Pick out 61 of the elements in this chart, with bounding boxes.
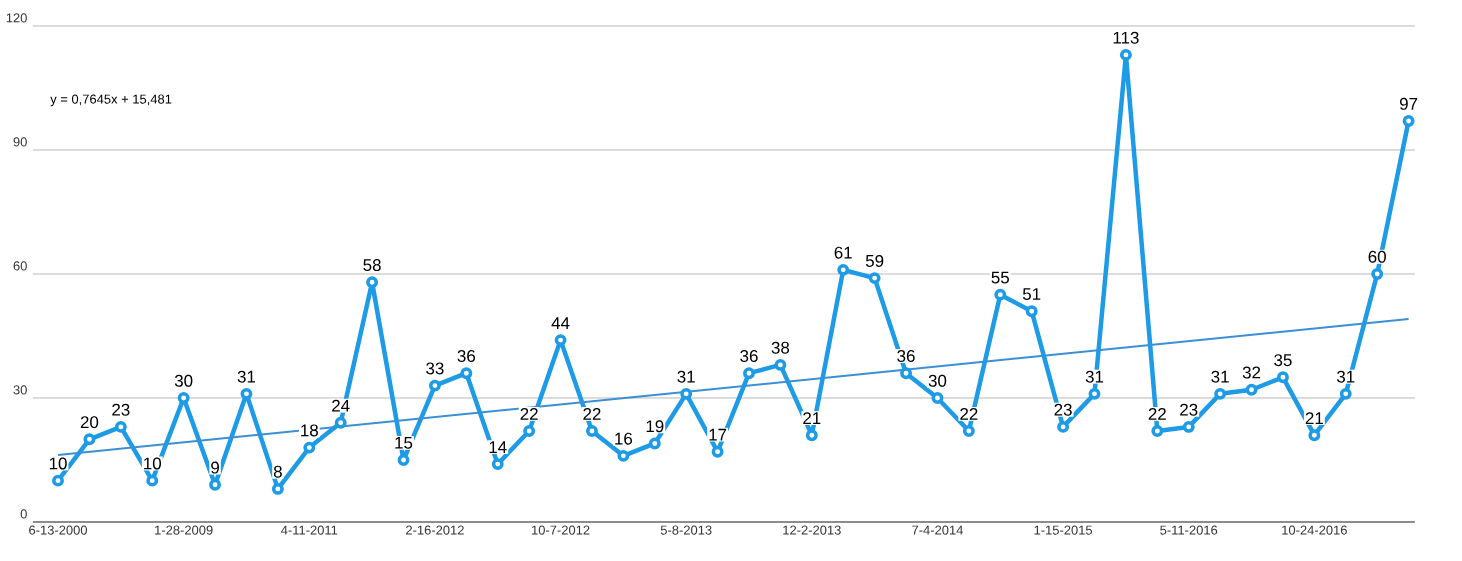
data-label: 31 [677, 370, 695, 383]
data-label: 31 [1211, 370, 1229, 383]
data-label: 61 [834, 246, 852, 259]
data-label: 44 [551, 317, 570, 329]
data-label: 30 [174, 374, 193, 387]
data-label: 10 [49, 457, 67, 470]
data-label: 55 [991, 271, 1009, 284]
x-tick-label: 4-11-2011 [281, 525, 338, 535]
data-label: 36 [897, 349, 915, 362]
x-tick-label: 2-16-2012 [406, 525, 464, 535]
y-tick-label: 60 [13, 261, 27, 271]
data-label: 36 [740, 349, 758, 362]
y-tick-label: 30 [13, 385, 27, 395]
data-label: 22 [960, 408, 978, 420]
x-tick-label: 10-24-2016 [1282, 525, 1347, 535]
data-label: 23 [1180, 403, 1198, 416]
data-label: 31 [1336, 370, 1355, 383]
x-tick-label: 5-8-2013 [660, 525, 712, 535]
data-label: 38 [771, 341, 790, 354]
data-label: 36 [457, 349, 475, 362]
data-label: 15 [395, 436, 413, 449]
data-label: 58 [363, 259, 381, 272]
data-label: 16 [615, 432, 633, 445]
data-label: 19 [646, 420, 664, 433]
data-label: 30 [928, 374, 947, 387]
data-label: 31 [1085, 370, 1104, 383]
data-label: 20 [80, 416, 99, 429]
y-tick-label: 90 [13, 137, 27, 147]
y-tick-label: 0 [20, 509, 27, 519]
x-tick-label: 1-28-2009 [155, 525, 213, 535]
data-label: 14 [489, 441, 507, 453]
data-label: 21 [1305, 412, 1323, 424]
data-label: 22 [583, 408, 601, 420]
data-label: 22 [520, 408, 538, 420]
x-tick-label: 7-4-2014 [912, 525, 963, 535]
data-label: 32 [1242, 366, 1261, 379]
data-label: 33 [426, 362, 444, 375]
data-label: 60 [1368, 250, 1386, 263]
data-label: 10 [144, 457, 162, 470]
x-tick-label: 5-11-2016 [1160, 525, 1218, 535]
data-label: 113 [1113, 31, 1139, 44]
data-label: 31 [237, 370, 256, 383]
x-tick-label: 6-13-2000 [29, 525, 88, 535]
x-tick-label: 10-7-2012 [532, 525, 590, 535]
data-label: 24 [332, 399, 350, 412]
y-tick-label: 120 [6, 13, 27, 23]
data-label: 59 [865, 254, 884, 267]
x-tick-label: 1-15-2015 [1034, 525, 1093, 535]
data-label: 23 [1054, 403, 1072, 416]
data-label: 97 [1399, 97, 1418, 110]
data-label: 35 [1274, 354, 1292, 367]
x-tick-label: 12-2-2013 [783, 525, 841, 535]
data-label: 17 [709, 428, 727, 441]
data-label: 18 [301, 424, 318, 437]
data-label: 23 [112, 403, 130, 416]
data-label: 8 [273, 465, 282, 478]
data-label: 9 [211, 461, 219, 474]
data-label: 22 [1148, 408, 1166, 420]
data-label: 21 [803, 412, 821, 424]
data-label: 51 [1022, 288, 1041, 300]
annotation: y = 0,7645x + 15,481 [50, 94, 172, 107]
